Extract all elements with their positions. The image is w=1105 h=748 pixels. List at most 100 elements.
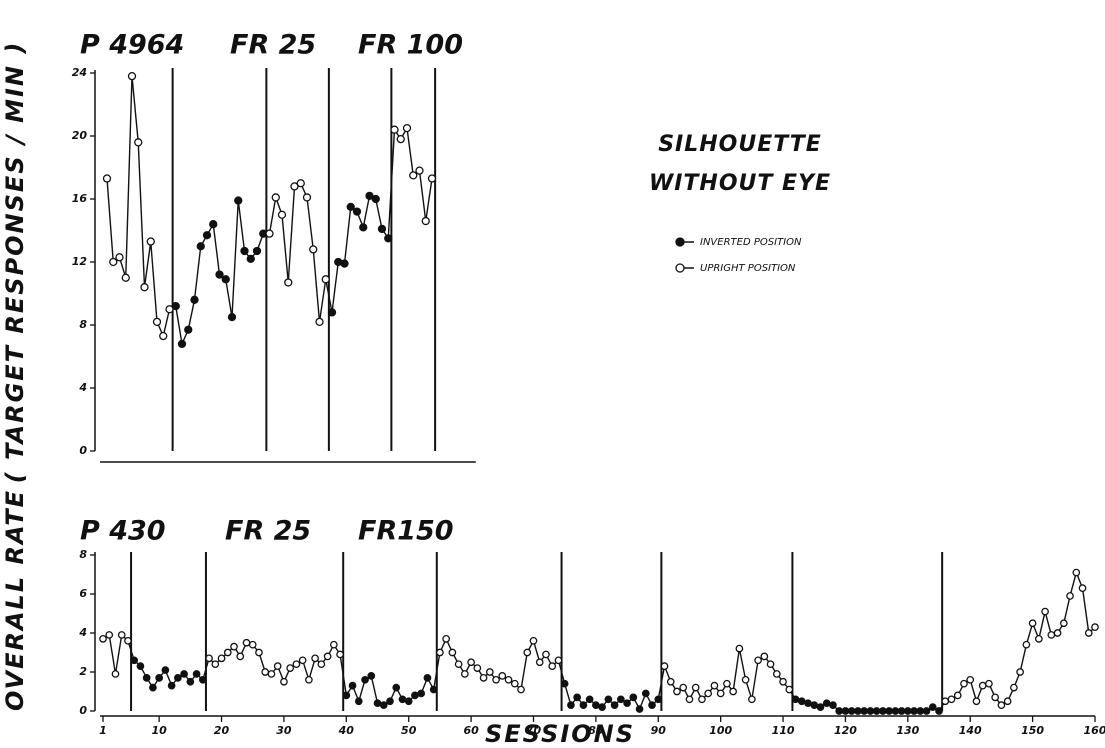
data-point — [935, 707, 943, 715]
data-point — [365, 191, 374, 201]
data-point — [829, 701, 837, 710]
data-point — [234, 196, 243, 205]
connector — [281, 214, 289, 283]
data-point — [177, 339, 187, 349]
data-point — [1010, 683, 1018, 692]
data-point — [261, 668, 270, 676]
connector — [425, 178, 433, 222]
data-point — [598, 703, 606, 711]
data-point — [115, 253, 124, 262]
data-point — [209, 220, 218, 229]
data-point — [760, 652, 769, 661]
data-point — [127, 72, 137, 81]
connector — [738, 648, 747, 680]
data-point — [371, 194, 380, 204]
connector — [1063, 595, 1071, 624]
data-point — [1016, 668, 1024, 676]
legend-marker — [675, 237, 685, 247]
data-point — [221, 275, 230, 284]
data-point — [302, 193, 312, 202]
data-point — [423, 673, 432, 682]
data-point — [136, 662, 145, 671]
legend-label: UPRIGHT POSITION — [700, 263, 796, 274]
y-tick-label: 4 — [78, 626, 87, 639]
data-point — [327, 308, 337, 317]
connector — [237, 200, 246, 252]
data-point — [454, 660, 463, 669]
data-point — [267, 670, 276, 678]
data-point — [196, 242, 205, 251]
connector — [657, 666, 666, 700]
data-point — [1003, 697, 1012, 706]
data-point — [966, 675, 975, 684]
connector — [387, 129, 396, 239]
data-point — [835, 707, 844, 715]
data-point — [284, 278, 293, 287]
data-point — [342, 691, 351, 700]
connector — [125, 76, 133, 278]
data-point — [252, 246, 262, 256]
phase-label: FR 25 — [230, 30, 316, 61]
phase-label: P 4964 — [80, 30, 184, 61]
data-point — [991, 693, 1000, 702]
x-tick-label: 160 — [1084, 724, 1105, 737]
x-tick-label: 100 — [709, 724, 732, 737]
data-point — [390, 125, 399, 134]
x-tick-label: 10 — [151, 724, 167, 737]
data-point — [573, 693, 582, 702]
data-point — [641, 689, 650, 698]
data-point — [277, 210, 287, 219]
y-tick-label: 4 — [78, 381, 87, 394]
y-tick-label: 20 — [72, 129, 88, 142]
y-tick-label: 8 — [79, 318, 87, 331]
data-point — [498, 672, 507, 680]
data-point — [953, 691, 962, 700]
data-point — [167, 681, 176, 690]
connector — [1081, 588, 1090, 634]
data-point — [411, 691, 419, 700]
x-tick-label: 40 — [338, 724, 355, 737]
data-point — [523, 648, 532, 657]
y-tick-label: 24 — [72, 66, 87, 79]
data-point — [336, 650, 344, 659]
data-point — [517, 685, 525, 694]
connector — [231, 200, 239, 318]
data-point — [377, 224, 387, 234]
data-point — [903, 707, 912, 715]
x-tick-label: 60 — [463, 724, 479, 737]
data-point — [529, 636, 538, 645]
data-point — [321, 275, 330, 284]
data-point — [409, 171, 418, 180]
y-tick-label: 8 — [79, 548, 87, 561]
y-tick-label: 6 — [79, 587, 87, 600]
data-point — [897, 707, 906, 715]
data-point — [1059, 619, 1068, 628]
y-axis-label: OVERALL RATE — [1, 489, 29, 711]
connector — [162, 309, 171, 337]
phase-label: FR150 — [358, 516, 454, 547]
connector — [362, 195, 371, 228]
data-point — [504, 675, 513, 684]
data-point — [610, 701, 619, 710]
data-point — [292, 660, 301, 669]
connector — [318, 279, 327, 322]
data-point — [1053, 629, 1062, 637]
data-point — [479, 673, 488, 682]
legend-marker — [675, 263, 685, 273]
data-point — [134, 138, 143, 147]
x-tick-label: 1 — [99, 724, 107, 737]
data-point — [616, 695, 625, 704]
data-point — [729, 687, 737, 696]
data-point — [554, 656, 563, 665]
data-point — [354, 697, 363, 706]
data-point — [124, 636, 132, 645]
data-point — [367, 672, 376, 680]
connector — [143, 241, 152, 288]
data-point — [373, 699, 382, 708]
data-point — [184, 325, 193, 334]
data-point — [872, 707, 881, 715]
x-tick-label: 70 — [526, 724, 542, 737]
data-point — [152, 317, 162, 327]
data-point — [660, 662, 669, 671]
data-point — [467, 658, 475, 667]
